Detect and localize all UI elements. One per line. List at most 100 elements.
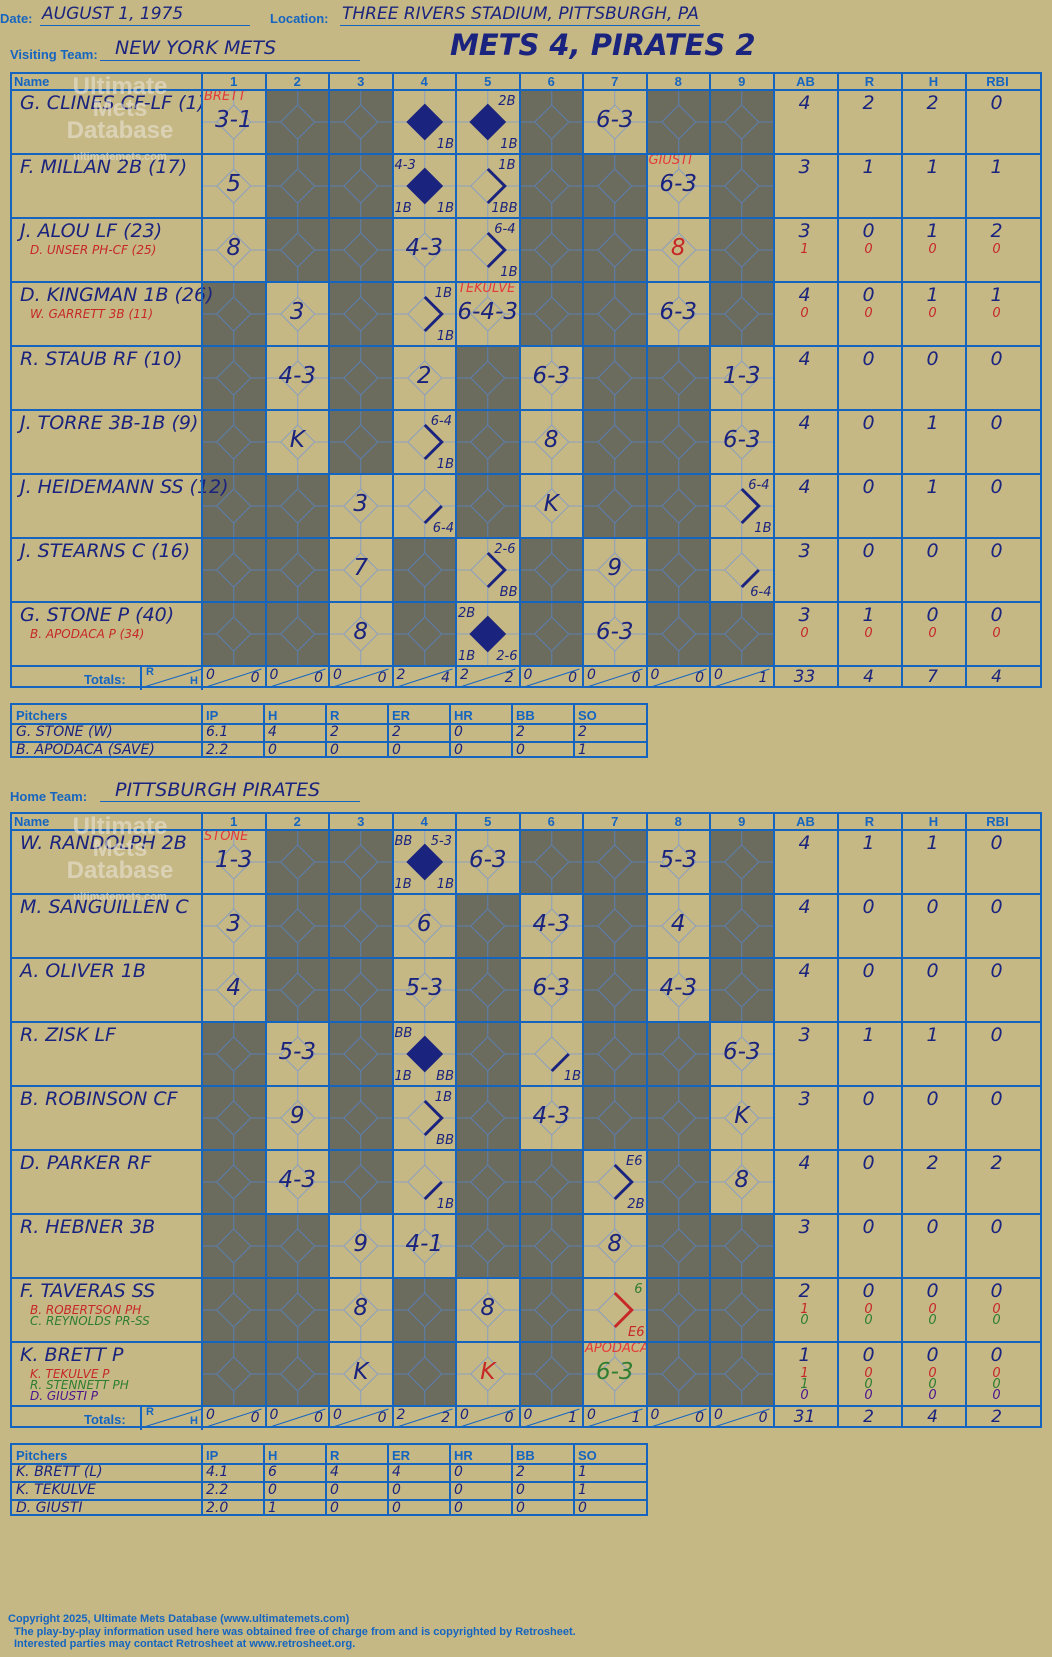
diamond-outline [216, 844, 252, 880]
pitchers-row-line [12, 741, 646, 743]
base-diamond [265, 410, 329, 474]
player-name: D. KINGMAN 1B (26) [20, 284, 214, 306]
diamond-outline [533, 972, 569, 1008]
play-cell [202, 1022, 266, 1086]
total-ab: 33 [793, 667, 816, 687]
grid-col-line [836, 814, 839, 1426]
totals-divider [586, 1408, 643, 1428]
col-header-inning-6: 6 [547, 814, 555, 829]
base-diamond [519, 1086, 583, 1150]
basepath-line [740, 568, 760, 589]
diamond-outline [724, 168, 760, 204]
stat-ab: 4 [798, 476, 811, 498]
diamond-outline [279, 104, 315, 140]
play-cell: 5-3 [646, 830, 710, 894]
player-name: R. STAUB RF (10) [20, 348, 183, 370]
substitute-stat: 0 [864, 626, 873, 641]
base-diamond [519, 830, 583, 894]
pitchers-header-pitchers: Pitchers [16, 1448, 68, 1463]
base-diamond [710, 894, 774, 958]
pitcher-stat: 2.0 [206, 1500, 229, 1516]
pitcher-stat: 4 [330, 1464, 339, 1480]
stat-h: 1 [926, 476, 939, 498]
base-diamond [265, 90, 329, 154]
play-cell [392, 538, 456, 602]
play-result: 6-3 [722, 1039, 761, 1065]
base-diamond [202, 830, 266, 894]
diamond-outline [470, 1356, 506, 1392]
totals-r-key: R [146, 1406, 154, 1418]
base-diamond [329, 346, 393, 410]
player-name: G. STONE P (40) [20, 604, 175, 626]
total-ab: 31 [793, 1407, 816, 1427]
grid-col-line [964, 814, 967, 1426]
pitcher-stat: 0 [454, 724, 463, 740]
base-diamond [329, 474, 393, 538]
col-header-inning-9: 9 [738, 814, 746, 829]
diamond-outline [343, 168, 379, 204]
stat-r: 2 [862, 92, 875, 114]
play-result: 8 [543, 427, 559, 453]
grid-row-line [12, 1341, 1040, 1343]
inning-hits: 4 [441, 670, 450, 686]
play-cell: 5-3 [392, 958, 456, 1022]
pitchers-header-er: ER [392, 1448, 411, 1463]
play-cell: 2B 1B [456, 90, 520, 154]
grid-row-line [12, 1085, 1040, 1087]
pitcher-change-note: APODACA [585, 1342, 647, 1356]
play-cell: 6 E6 [583, 1278, 647, 1342]
substitute-stat: 0 [864, 1377, 873, 1392]
footer-copyright: Copyright 2025, Ultimate Mets Database (… [8, 1613, 350, 1625]
base-annotation: 6 [634, 1282, 643, 1297]
base-annotation: BB [394, 834, 413, 849]
play-cell [202, 346, 266, 410]
totals-h-key: H [190, 1415, 198, 1427]
location-value: THREE RIVERS STADIUM, PITTSBURGH, PA [342, 4, 699, 24]
stat-ab: 3 [798, 1024, 811, 1046]
pitcher-stat: 0 [454, 1482, 463, 1498]
diamond-outline [533, 1100, 569, 1136]
base-diamond [202, 282, 266, 346]
diamond-outline [470, 1100, 506, 1136]
base-annotation: 1B [436, 201, 454, 216]
diamond-outline [660, 1292, 696, 1328]
pitcher-name: K. BRETT (L) [16, 1464, 103, 1480]
substitute-stat: 1 [800, 1302, 809, 1317]
base-diamond [456, 958, 520, 1022]
play-cell: 1-3 STONE [202, 830, 266, 894]
play-result: 8 [734, 1167, 750, 1193]
footer-contact: Interested parties may contact Retroshee… [14, 1638, 356, 1650]
basepath-line [486, 551, 507, 589]
play-cell [646, 90, 710, 154]
col-header-h: H [928, 814, 939, 829]
diamond-outline [406, 296, 442, 332]
grid-col-line [709, 814, 711, 1426]
play-cell [583, 218, 647, 282]
base-diamond [392, 1342, 456, 1406]
base-diamond [646, 1278, 710, 1342]
play-cell: 6 [392, 894, 456, 958]
base-annotation: BB [394, 1026, 413, 1041]
play-result: 4 [670, 911, 686, 937]
col-header-inning-6: 6 [547, 74, 555, 89]
grid-col-line [455, 814, 457, 1426]
inning-hits: 0 [695, 670, 704, 686]
diamond-outline [724, 552, 760, 588]
play-cell [456, 1022, 520, 1086]
totals-divider [713, 1408, 770, 1428]
diamond-outline [533, 1036, 569, 1072]
play-cell [710, 1278, 774, 1342]
play-result: 6 [416, 911, 432, 937]
base-diamond [646, 410, 710, 474]
play-cell: 4-3 [646, 958, 710, 1022]
diamond-outline [279, 1164, 315, 1200]
play-cell: 1B [392, 90, 456, 154]
base-diamond [265, 1150, 329, 1214]
play-cell [519, 538, 583, 602]
diamond-outline [279, 552, 315, 588]
total-h: 4 [927, 1407, 938, 1427]
col-header-ab: AB [796, 74, 815, 89]
play-cell: 6-3 [710, 1022, 774, 1086]
base-diamond [392, 958, 456, 1022]
